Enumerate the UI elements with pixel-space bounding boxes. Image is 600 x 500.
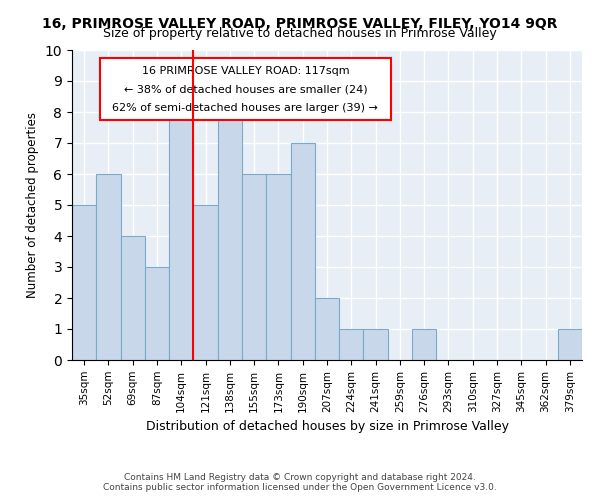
X-axis label: Distribution of detached houses by size in Primrose Valley: Distribution of detached houses by size …: [146, 420, 509, 433]
Text: Size of property relative to detached houses in Primrose Valley: Size of property relative to detached ho…: [103, 28, 497, 40]
Text: 62% of semi-detached houses are larger (39) →: 62% of semi-detached houses are larger (…: [112, 102, 379, 113]
Bar: [290, 143, 315, 360]
Bar: [72, 205, 96, 360]
Bar: [266, 174, 290, 360]
FancyBboxPatch shape: [100, 58, 391, 120]
Bar: [558, 329, 582, 360]
Text: 16 PRIMROSE VALLEY ROAD: 117sqm: 16 PRIMROSE VALLEY ROAD: 117sqm: [142, 66, 349, 76]
Bar: [169, 112, 193, 360]
Text: ← 38% of detached houses are smaller (24): ← 38% of detached houses are smaller (24…: [124, 85, 367, 95]
Bar: [218, 112, 242, 360]
Bar: [412, 329, 436, 360]
Bar: [242, 174, 266, 360]
Bar: [364, 329, 388, 360]
Text: 16, PRIMROSE VALLEY ROAD, PRIMROSE VALLEY, FILEY, YO14 9QR: 16, PRIMROSE VALLEY ROAD, PRIMROSE VALLE…: [42, 18, 558, 32]
Bar: [315, 298, 339, 360]
Bar: [339, 329, 364, 360]
Text: Contains HM Land Registry data © Crown copyright and database right 2024.
Contai: Contains HM Land Registry data © Crown c…: [103, 473, 497, 492]
Bar: [193, 205, 218, 360]
Y-axis label: Number of detached properties: Number of detached properties: [26, 112, 39, 298]
Bar: [96, 174, 121, 360]
Bar: [145, 267, 169, 360]
Bar: [121, 236, 145, 360]
